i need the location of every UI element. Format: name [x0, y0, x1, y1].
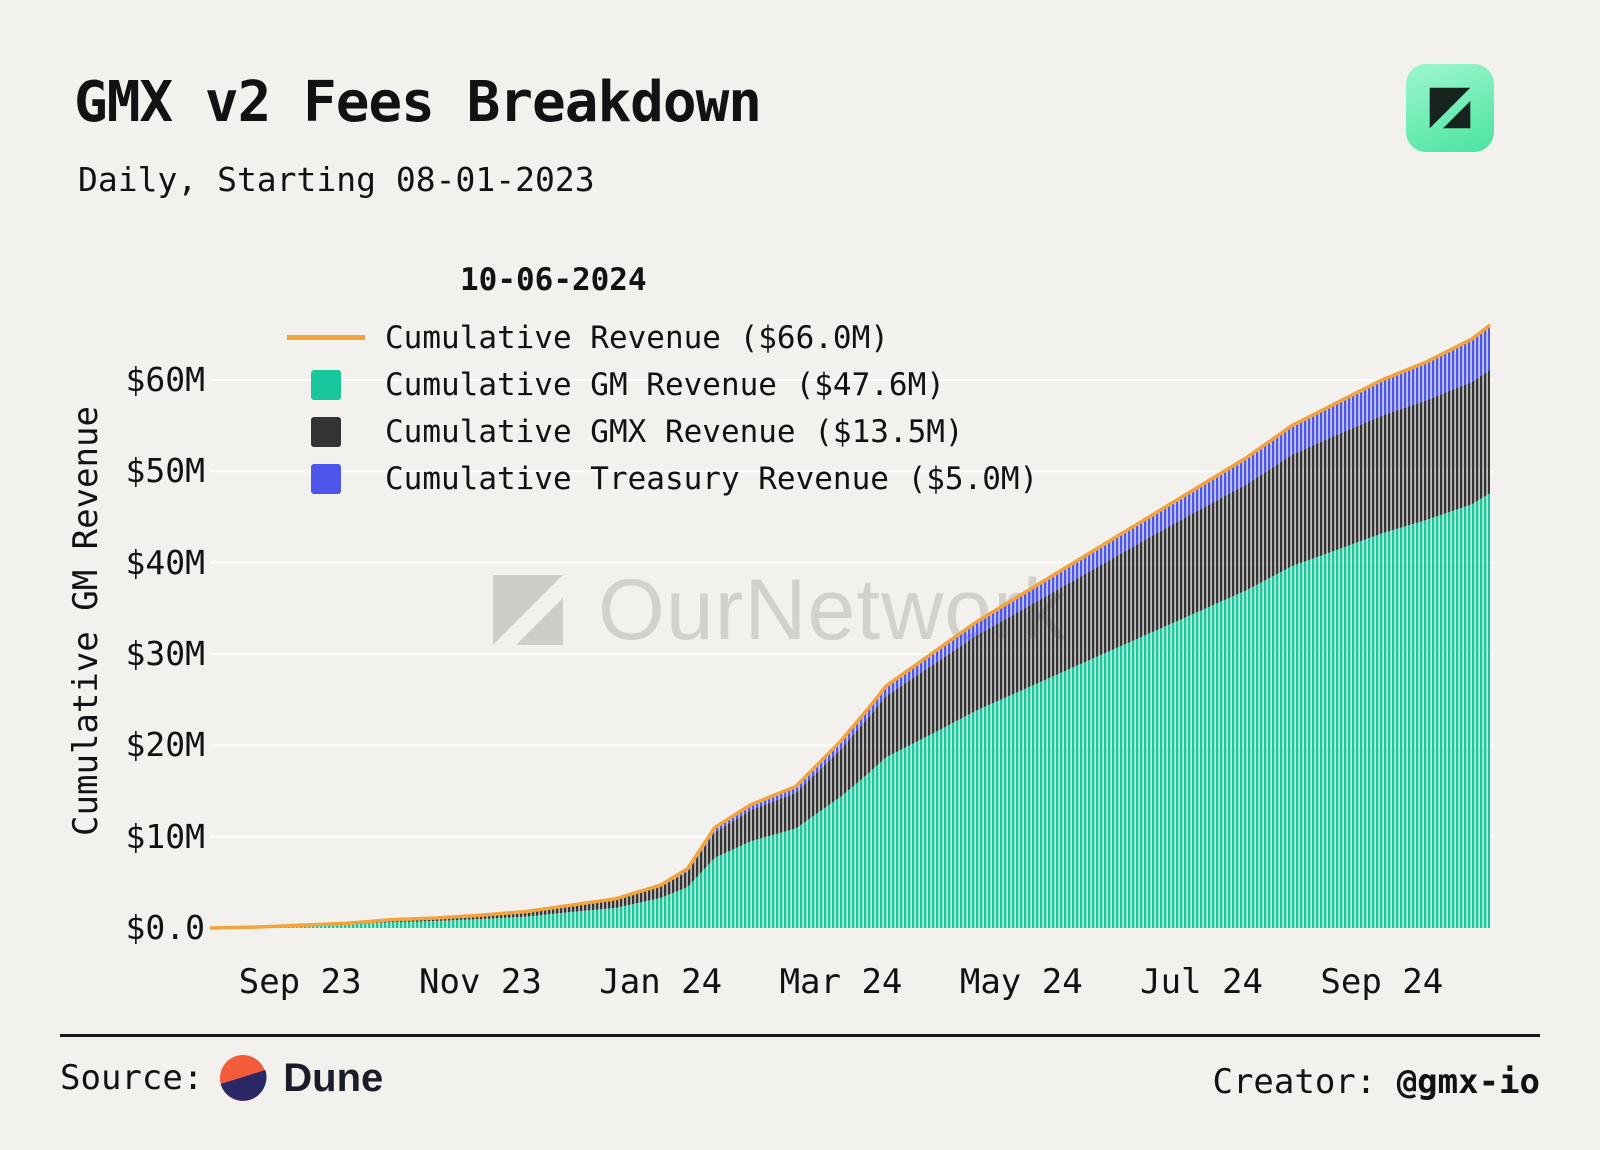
x-tick-label: Jan 24	[599, 962, 723, 1002]
legend-item-treasury-revenue: Cumulative Treasury Revenue ($5.0M)	[287, 455, 1038, 502]
x-tick-label: Nov 23	[419, 962, 542, 1002]
revenue-line-swatch-icon	[287, 335, 365, 340]
legend-label: Cumulative Treasury Revenue ($5.0M)	[385, 460, 1039, 497]
chart-legend: Cumulative Revenue ($66.0M) Cumulative G…	[287, 314, 1038, 502]
source-attribution: Source: Dune	[60, 1054, 383, 1102]
y-axis-title: Cumulative GM Revenue	[66, 406, 106, 836]
creator-attribution: Creator: @gmx-io	[1212, 1062, 1540, 1102]
page-title: GMX v2 Fees Breakdown	[74, 70, 762, 135]
legend-label: Cumulative GM Revenue ($47.6M)	[385, 366, 945, 403]
x-tick-label: Sep 23	[238, 962, 362, 1002]
x-tick-label: Mar 24	[779, 962, 903, 1002]
dune-logo-icon	[220, 1055, 267, 1101]
footer-divider	[60, 1034, 1540, 1037]
source-name: Dune	[283, 1055, 384, 1100]
ournetwork-logo-icon	[1429, 87, 1471, 129]
chart-date-label: 10-06-2024	[460, 262, 647, 298]
treasury-revenue-swatch-icon	[311, 463, 341, 494]
source-label: Source:	[60, 1058, 204, 1098]
y-tick-label: $40M	[125, 542, 205, 582]
creator-name: @gmx-io	[1396, 1062, 1540, 1102]
y-tick-label: $30M	[125, 634, 205, 673]
legend-label: Cumulative Revenue ($66.0M)	[385, 319, 889, 356]
legend-item-gmx-revenue: Cumulative GMX Revenue ($13.5M)	[287, 408, 1038, 455]
y-tick-label: $60M	[125, 360, 205, 399]
legend-item-cumulative-revenue: Cumulative Revenue ($66.0M)	[287, 314, 1038, 361]
page-subtitle: Daily, Starting 08-01-2023	[78, 160, 595, 199]
y-tick-label: $50M	[125, 451, 205, 491]
gmx-revenue-swatch-icon	[311, 416, 341, 447]
legend-label: Cumulative GMX Revenue ($13.5M)	[385, 413, 964, 450]
ournetwork-watermark-icon	[493, 575, 563, 645]
y-tick-label: $20M	[125, 725, 205, 765]
ournetwork-logo	[1406, 64, 1494, 152]
x-tick-label: Jul 24	[1140, 962, 1263, 1002]
x-tick-label: May 24	[959, 962, 1083, 1002]
y-tick-label: $10M	[125, 816, 205, 856]
creator-label: Creator:	[1212, 1062, 1397, 1102]
y-tick-label: $0.0	[125, 908, 205, 947]
x-tick-label: Sep 24	[1320, 962, 1444, 1002]
legend-item-gm-revenue: Cumulative GM Revenue ($47.6M)	[287, 361, 1038, 408]
gm-revenue-swatch-icon	[311, 369, 341, 400]
